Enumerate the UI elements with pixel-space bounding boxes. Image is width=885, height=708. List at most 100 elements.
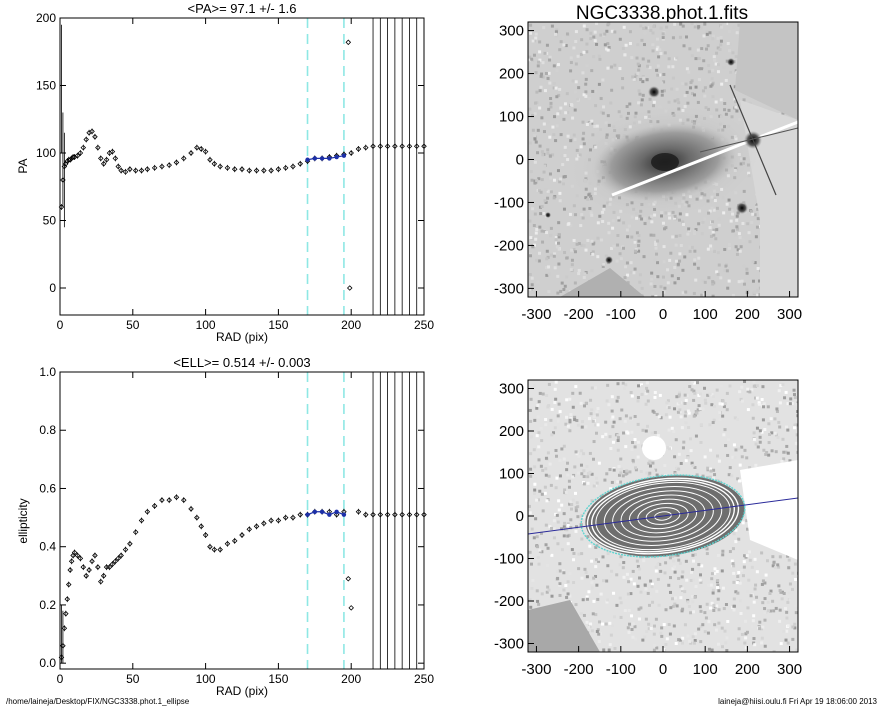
noise-pixel	[562, 525, 566, 529]
noise-pixel	[707, 63, 711, 67]
y-tick-label: 0	[516, 508, 524, 525]
noise-pixel	[558, 87, 562, 91]
noise-pixel	[653, 395, 657, 399]
noise-pixel	[706, 247, 710, 251]
noise-pixel	[545, 393, 549, 397]
x-tick-label: -200	[564, 306, 594, 323]
noise-pixel	[549, 105, 553, 109]
noise-pixel	[742, 565, 746, 569]
noise-pixel	[636, 43, 640, 47]
noise-pixel	[656, 73, 660, 77]
noise-pixel	[702, 293, 706, 297]
noise-pixel	[652, 25, 656, 29]
noise-pixel	[794, 402, 798, 406]
noise-pixel	[724, 264, 728, 268]
noise-pixel	[575, 452, 579, 456]
noise-pixel	[660, 626, 664, 630]
noise-pixel	[791, 587, 795, 591]
noise-pixel	[574, 450, 578, 454]
noise-pixel	[689, 86, 693, 90]
data-point	[83, 573, 89, 579]
noise-pixel	[782, 591, 786, 595]
noise-pixel	[737, 627, 741, 631]
noise-pixel	[776, 593, 780, 597]
noise-pixel	[670, 274, 674, 278]
noise-pixel	[680, 641, 684, 645]
masked-region	[740, 460, 798, 560]
noise-pixel	[543, 199, 547, 203]
noise-pixel	[579, 401, 583, 405]
noise-pixel	[703, 630, 707, 634]
noise-pixel	[554, 30, 558, 34]
noise-pixel	[770, 449, 774, 453]
noise-pixel	[763, 644, 767, 648]
noise-pixel	[695, 411, 699, 415]
noise-pixel	[696, 408, 700, 412]
noise-pixel	[548, 81, 552, 85]
noise-pixel	[542, 229, 546, 233]
noise-pixel	[731, 212, 735, 216]
noise-pixel	[779, 384, 783, 388]
noise-pixel	[699, 573, 703, 577]
noise-pixel	[724, 444, 728, 448]
noise-pixel	[725, 408, 729, 412]
noise-pixel	[713, 623, 717, 627]
noise-pixel	[628, 102, 632, 106]
noise-pixel	[690, 54, 694, 58]
data-point	[70, 154, 76, 160]
noise-pixel	[531, 207, 535, 211]
noise-pixel	[633, 466, 637, 470]
noise-pixel	[675, 87, 679, 91]
noise-pixel	[566, 523, 570, 527]
noise-pixel	[566, 592, 570, 596]
noise-pixel	[634, 468, 638, 472]
noise-pixel	[726, 619, 730, 623]
noise-pixel	[635, 231, 639, 235]
noise-pixel	[726, 453, 730, 457]
noise-pixel	[738, 118, 742, 122]
noise-pixel	[530, 178, 534, 182]
noise-pixel	[564, 111, 568, 115]
noise-pixel	[737, 280, 741, 284]
noise-pixel	[571, 391, 575, 395]
noise-pixel	[553, 252, 557, 256]
noise-pixel	[754, 396, 758, 400]
noise-pixel	[738, 236, 742, 240]
noise-pixel	[642, 217, 646, 221]
noise-pixel	[625, 430, 629, 434]
noise-pixel	[651, 43, 655, 47]
noise-pixel	[693, 391, 697, 395]
noise-pixel	[787, 566, 791, 570]
noise-pixel	[710, 247, 714, 251]
noise-pixel	[786, 451, 790, 455]
noise-pixel	[731, 51, 735, 55]
noise-pixel	[659, 52, 663, 56]
noise-pixel	[556, 169, 560, 173]
noise-pixel	[661, 275, 665, 279]
noise-pixel	[569, 56, 573, 60]
noise-pixel	[679, 244, 683, 248]
noise-pixel	[596, 628, 600, 632]
noise-pixel	[535, 178, 539, 182]
star	[648, 86, 660, 98]
noise-pixel	[547, 107, 551, 111]
noise-pixel	[672, 430, 676, 434]
noise-pixel	[545, 249, 549, 253]
x-tick-label: 250	[414, 672, 434, 686]
noise-pixel	[709, 448, 713, 452]
noise-pixel	[652, 233, 656, 237]
data-point	[377, 143, 384, 150]
noise-pixel	[785, 610, 789, 614]
noise-pixel	[699, 423, 703, 427]
noise-pixel	[626, 592, 630, 596]
noise-pixel	[695, 473, 699, 477]
noise-pixel	[585, 42, 589, 46]
noise-pixel	[785, 629, 789, 633]
noise-pixel	[628, 42, 632, 46]
noise-pixel	[596, 255, 600, 259]
noise-pixel	[664, 561, 668, 565]
noise-pixel	[532, 384, 536, 388]
noise-pixel	[619, 467, 623, 471]
noise-pixel	[553, 32, 557, 36]
noise-pixel	[754, 442, 758, 446]
